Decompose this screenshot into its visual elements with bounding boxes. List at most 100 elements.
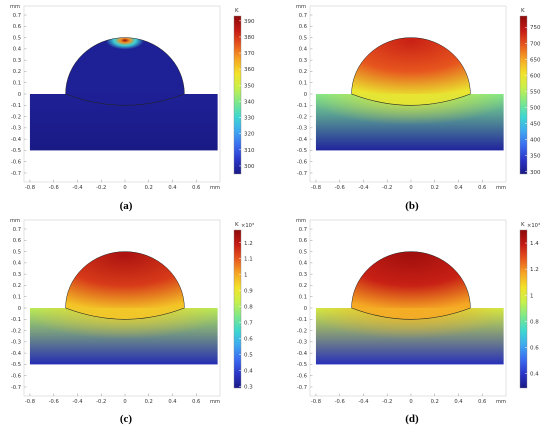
interface-boundary [65,307,185,320]
x-tick-label: 0 [409,399,412,405]
colorbar [519,229,528,389]
x-tick-label: 0.2 [145,399,153,405]
colorbar-tick-label: 650 [530,57,541,63]
colorbar-tick-label: 1 [530,293,534,299]
colorbar [519,15,528,175]
x-tick-label: 0 [123,185,126,191]
y-tick-label: 0.4 [299,261,308,267]
heatmap-panel-3: 0.7 0.6 0.5 0.4 0.3 0.2 0.1 0 -0.1 -0.2 -0.3 -0.4 -0… [10,218,254,425]
y-tick-label: -0.3 [11,340,21,346]
y-tick-label: 0.3 [299,58,307,64]
colorbar-tick-label: 350 [244,83,255,89]
colorbar-tick-label: 400 [530,138,541,144]
y-tick-label: -0.2 [297,114,307,120]
y-tick-label: -0.7 [297,385,307,391]
y-tick-label: 0.5 [299,249,307,255]
heatmap-panel-4: 0.7 0.6 0.5 0.4 0.3 0.2 0.1 0 -0.1 -0.2 -0.3 -0.4 -0… [296,218,540,425]
x-tick-label: -0.6 [49,399,59,405]
colorbar-tick-label: 380 [244,35,255,41]
y-tick-label: 0.1 [299,81,307,87]
y-tick-label: 0.1 [299,295,307,301]
x-tick-label: 0.4 [168,399,177,405]
colorbar-tick-label: 310 [244,148,255,154]
heatmap-panel-1: 0.7 0.6 0.5 0.4 0.3 0.2 0.1 0 -0.1 -0.2 -0.3 -0.4 -0… [10,4,255,212]
y-tick-label: 0.2 [13,283,21,289]
colorbar-tick-label: 0.6 [530,346,539,352]
x-tick-label: 0.6 [478,185,486,191]
y-tick-label: -0.1 [297,317,307,323]
y-tick-label: -0.6 [297,159,307,165]
x-tick-label: -0.6 [335,399,345,405]
colorbar-tick-label: 0.5 [244,352,253,358]
colorbar-tick-label: 320 [244,132,255,138]
colorbar-tick-label: 550 [530,89,541,95]
y-tick-label: 0.2 [299,69,307,75]
y-tick-label: 0.4 [299,47,308,53]
colorbar-tick-label: 1.2 [530,267,539,273]
y-tick-label: -0.4 [11,137,22,143]
colorbar-tick-label: 1.2 [244,241,253,247]
x-tick-label: -0.2 [382,399,392,405]
colorbar-tick-label: 390 [244,19,255,25]
colorbar-tick-label: 0.9 [244,289,253,295]
y-unit-label: mm [10,218,20,224]
x-tick-label: -0.8 [311,185,321,191]
y-tick-label: -0.4 [297,351,308,357]
y-tick-label: 0.2 [13,69,21,75]
solder-ball-region [351,251,471,308]
x-tick-label: -0.4 [358,185,369,191]
solder-ball-region [65,251,185,308]
interface-boundary [65,93,185,106]
colorbar-tick-label: 360 [244,67,255,73]
y-tick-label: 0 [304,306,307,312]
panel-caption: (b) [405,200,419,212]
x-tick-label: 0.4 [454,185,463,191]
colorbar-tick-label: 500 [530,106,541,112]
colorbar-tick-label: 0.4 [244,368,253,374]
x-tick-label: -0.2 [96,185,106,191]
colorbar [233,15,242,175]
x-tick-label: -0.4 [72,399,83,405]
interface-boundary [351,307,471,320]
y-tick-label: -0.4 [11,351,22,357]
x-tick-label: 0.6 [192,399,200,405]
y-tick-label: 0.5 [13,35,21,41]
y-tick-label: -0.3 [297,126,307,132]
colorbar-tick-label: 0.4 [530,372,539,378]
x-tick-label: -0.2 [382,185,392,191]
y-unit-label: mm [296,218,306,224]
colorbar-tick-label: 300 [244,164,255,170]
colorbar-tick-label: 600 [530,73,541,79]
y-tick-label: -0.3 [11,126,21,132]
colorbar-tick-label: 350 [530,154,541,160]
heatmap-panel-2: 0.7 0.6 0.5 0.4 0.3 0.2 0.1 0 -0.1 -0.2 -0.3 -0.4 -0… [296,4,541,212]
y-tick-label: -0.6 [297,373,307,379]
colorbar-exponent: ×10³ [527,223,540,229]
y-tick-label: 0.3 [299,272,307,278]
y-tick-label: 0.7 [13,227,21,233]
y-tick-label: 0.1 [13,295,21,301]
colorbar-tick-label: 370 [244,51,255,57]
colorbar-tick-label: 0.8 [530,319,539,325]
x-tick-label: -0.4 [72,185,83,191]
y-tick-label: -0.6 [11,373,21,379]
x-tick-label: -0.8 [25,399,35,405]
dome-outline [65,251,185,309]
y-tick-label: -0.5 [11,362,21,368]
y-tick-label: 0.1 [13,81,21,87]
y-tick-label: -0.5 [297,362,307,368]
x-unit-label: mm [210,399,220,405]
colorbar-tick-label: 330 [244,116,255,122]
dome-outline [65,37,185,95]
y-tick-label: 0.7 [299,13,307,19]
y-tick-label: -0.7 [297,171,307,177]
x-tick-label: 0.6 [192,185,200,191]
dome-outline [351,37,471,95]
colorbar-tick-label: 1.4 [530,241,539,247]
dome-outline [351,251,471,309]
y-tick-label: 0 [304,92,307,98]
y-tick-label: -0.7 [11,385,21,391]
y-tick-label: -0.1 [297,103,307,109]
y-tick-label: 0.7 [13,13,21,19]
x-tick-label: -0.8 [311,399,321,405]
